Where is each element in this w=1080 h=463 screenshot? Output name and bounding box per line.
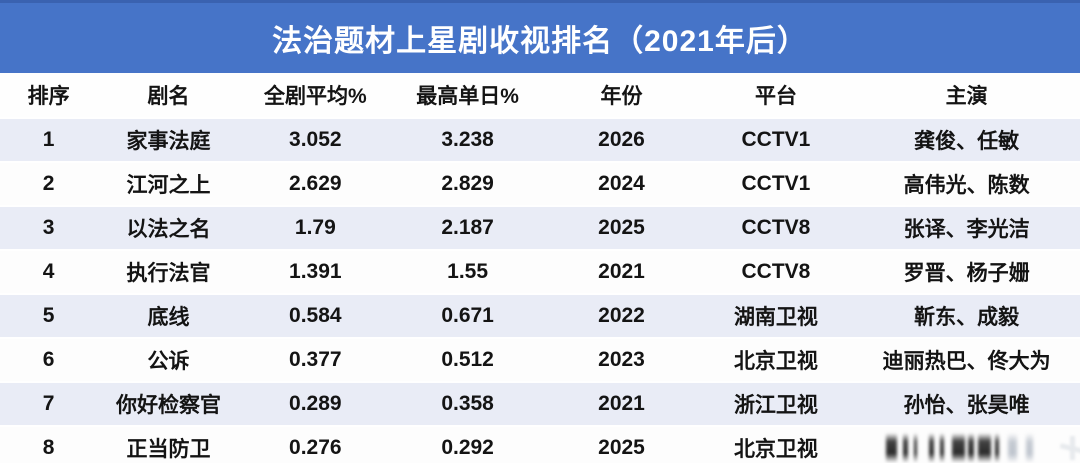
cell-drama-name: 底线 [147,306,190,329]
table-row: 8 正当防卫 0.276 0.292 2025 北京卫视 [0,426,1080,463]
smudge-stroke [928,433,934,463]
cell-platform: CCTV1 [741,128,811,151]
cell-platform: 浙江卫视 [733,394,818,417]
cell-avg-rating: 3.052 [289,128,342,151]
cell-drama-name: 江河之上 [126,174,211,197]
cell-rank: 7 [42,392,55,415]
cell-max-daily-rating: 0.292 [441,436,494,459]
smudge-stroke-faint [1025,433,1033,463]
table-row: 1 家事法庭 3.052 3.238 2026 CCTV1 龚俊、任敏 [0,118,1080,162]
cell-platform: 北京卫视 [733,350,818,373]
table-row: 6 公诉 0.377 0.512 2023 北京卫视 迪丽热巴、佟大为 [0,338,1080,382]
cell-rank: 2 [42,172,55,195]
cell-cast: 张译、李光洁 [903,218,1030,241]
cell-year: 2024 [598,172,645,195]
smudge-stroke [967,433,974,463]
column-header-platform: 平台 [698,73,854,118]
cell-platform: 湖南卫视 [733,306,818,329]
cell-avg-rating: 0.584 [289,304,342,327]
smudge-stroke [902,433,908,463]
title-bar: 法治题材上星剧收视排名（2021年后） [0,0,1080,73]
column-header-year: 年份 [544,73,699,118]
cell-year: 2021 [598,260,645,283]
faint-watermark-remnant-icon [1060,436,1080,460]
smudge-stroke [951,433,965,463]
column-header-cast: 主演 [853,73,1080,118]
cell-year: 2025 [598,436,645,459]
column-header-max-daily: 最高单日% [390,73,545,118]
table-row: 5 底线 0.584 0.671 2022 湖南卫视 靳东、成毅 [0,294,1080,338]
ratings-table: 排序 剧名 全剧平均% 最高单日% 年份 平台 主演 1 家事法庭 3.052 … [0,73,1080,463]
cell-drama-name: 家事法庭 [126,130,211,153]
cell-year: 2022 [598,304,645,327]
cell-year: 2023 [598,348,645,371]
cell-max-daily-rating: 1.55 [447,260,489,283]
smudge-stroke-faint [1007,433,1017,463]
cell-rank: 4 [42,260,55,283]
cell-max-daily-rating: 0.358 [441,392,494,415]
smudge-stroke [913,433,917,463]
smudge-stroke [885,433,897,463]
cell-avg-rating: 1.79 [294,216,336,239]
column-header-avg: 全剧平均% [239,73,391,118]
cell-max-daily-rating: 3.238 [441,128,494,151]
cell-rank: 6 [42,348,55,371]
table-row: 4 执行法官 1.391 1.55 2021 CCTV8 罗晋、杨子姗 [0,250,1080,294]
header-row: 排序 剧名 全剧平均% 最高单日% 年份 平台 主演 [0,73,1080,118]
column-header-rank: 排序 [0,73,98,118]
cell-drama-name: 正当防卫 [126,438,211,461]
column-header-name: 剧名 [97,73,240,118]
cell-platform: 北京卫视 [733,438,818,461]
table-row: 2 江河之上 2.629 2.829 2024 CCTV1 高伟光、陈数 [0,162,1080,206]
cell-drama-name: 以法之名 [126,218,211,241]
cell-avg-rating: 0.289 [289,392,342,415]
cell-rank: 1 [42,128,55,151]
cell-drama-name: 你好检察官 [115,394,221,417]
cell-avg-rating: 0.276 [289,436,342,459]
cell-year: 2026 [598,128,645,151]
cell-max-daily-rating: 0.512 [441,348,494,371]
cell-avg-rating: 1.391 [289,260,342,283]
smudge-stroke [994,433,999,463]
cell-year: 2021 [598,392,645,415]
cell-rank: 5 [42,304,55,327]
cell-rank: 3 [42,216,55,239]
cell-max-daily-rating: 0.671 [441,304,494,327]
smudge-stroke [977,433,991,463]
cell-platform: CCTV8 [741,216,811,239]
table-body: 1 家事法庭 3.052 3.238 2026 CCTV1 龚俊、任敏 2 江河… [0,118,1080,463]
cell-rank: 8 [42,436,55,459]
smudged-cast-text [885,431,1048,463]
cell-cast: 高伟光、陈数 [903,174,1030,197]
smudge-stroke [939,433,944,463]
cell-avg-rating: 2.629 [289,172,342,195]
page-title: 法治题材上星剧收视排名（2021年后） [272,25,808,58]
table-row: 7 你好检察官 0.289 0.358 2021 浙江卫视 孙怡、张昊唯 [0,382,1080,426]
cell-cast [853,426,1080,463]
cell-cast: 孙怡、张昊唯 [903,394,1030,417]
cell-drama-name: 公诉 [147,350,190,373]
cell-drama-name: 执行法官 [126,262,211,285]
cell-max-daily-rating: 2.829 [441,172,494,195]
cell-avg-rating: 0.377 [289,348,342,371]
cell-max-daily-rating: 2.187 [441,216,494,239]
cell-cast: 靳东、成毅 [914,306,1020,329]
cell-cast: 龚俊、任敏 [914,130,1020,153]
cell-platform: CCTV8 [741,260,811,283]
cell-cast: 罗晋、杨子姗 [903,262,1030,285]
cell-cast: 迪丽热巴、佟大为 [882,350,1051,373]
table-row: 3 以法之名 1.79 2.187 2025 CCTV8 张译、李光洁 [0,206,1080,250]
cell-year: 2025 [598,216,645,239]
cell-platform: CCTV1 [741,172,811,195]
